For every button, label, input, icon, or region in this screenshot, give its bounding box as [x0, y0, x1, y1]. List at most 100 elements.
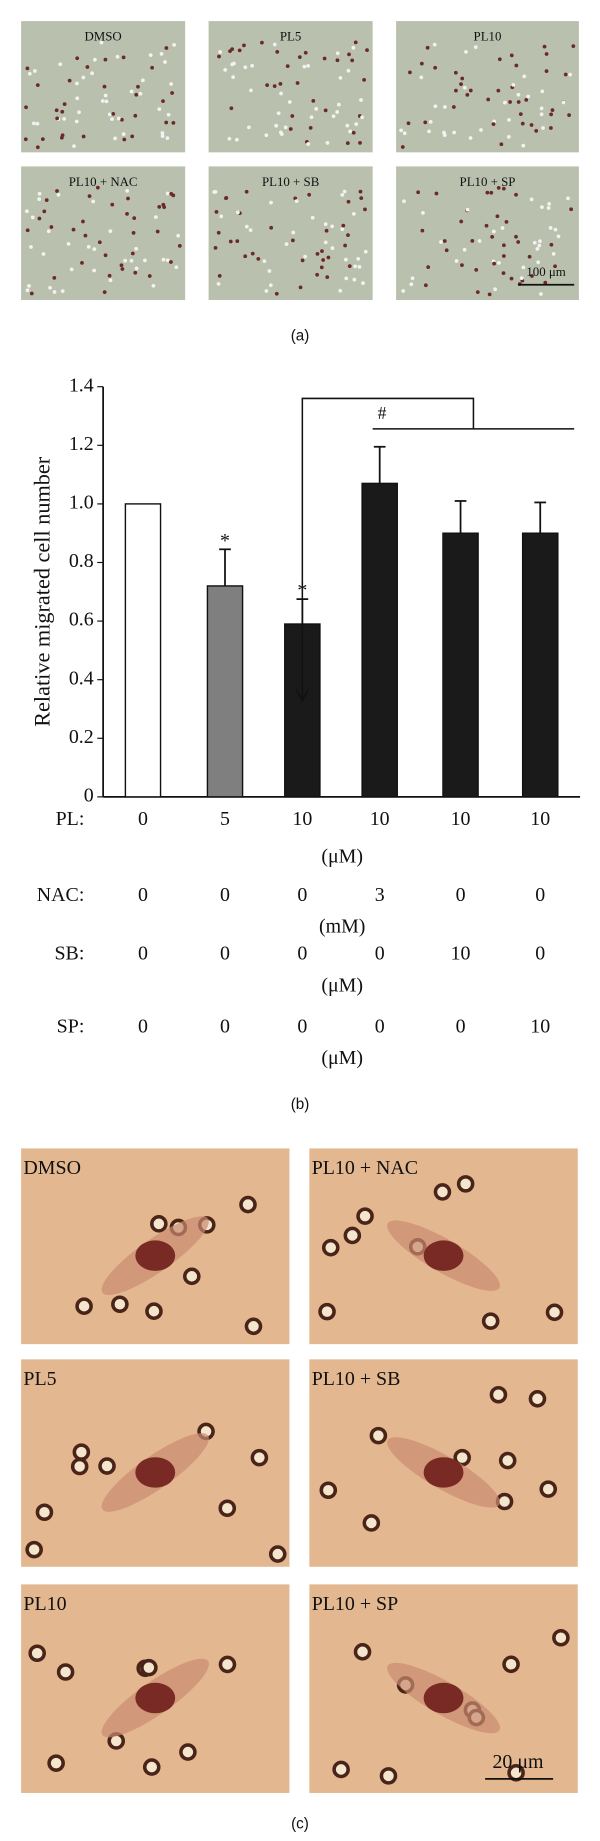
cell	[553, 264, 557, 269]
cell	[58, 62, 63, 67]
cell	[62, 102, 67, 106]
cell	[346, 233, 350, 238]
cell	[248, 228, 253, 232]
cell	[496, 185, 501, 190]
cell	[468, 88, 473, 93]
cell	[250, 251, 255, 256]
cell	[571, 44, 576, 49]
cell	[335, 58, 340, 63]
cell	[308, 126, 313, 130]
cell	[529, 123, 534, 127]
cell	[125, 211, 129, 216]
pore	[70, 1457, 89, 1476]
cell	[309, 115, 314, 120]
cell	[288, 127, 293, 131]
cell	[520, 121, 525, 126]
cell	[362, 78, 366, 82]
cell	[165, 191, 170, 196]
cell	[83, 233, 88, 238]
cell	[534, 128, 539, 133]
cell	[454, 88, 458, 93]
micrograph	[396, 21, 579, 153]
cell	[507, 117, 511, 122]
cell	[163, 60, 167, 64]
cell	[544, 69, 549, 73]
cell	[35, 83, 40, 87]
nucleus	[423, 1682, 464, 1714]
row-label: SP:	[57, 1015, 85, 1037]
pore	[332, 1760, 350, 1779]
pore	[343, 1226, 362, 1245]
cell-value: 0	[138, 1015, 148, 1037]
pore	[356, 1207, 374, 1225]
cell	[566, 196, 570, 201]
cell	[509, 276, 514, 281]
cell	[549, 126, 553, 130]
cell	[91, 199, 96, 204]
cell	[340, 227, 345, 232]
cell	[93, 57, 97, 62]
cell	[60, 109, 65, 114]
cell	[27, 284, 31, 288]
cell	[32, 69, 37, 73]
cell	[550, 108, 555, 112]
cell	[454, 259, 459, 263]
cell	[55, 116, 60, 121]
cell	[529, 197, 534, 202]
cell	[345, 141, 350, 145]
cell	[243, 254, 248, 259]
cell	[539, 112, 544, 117]
cell	[459, 219, 464, 224]
caption: (b)	[291, 1096, 310, 1113]
cell	[30, 215, 35, 220]
y-tick-label: 0.6	[69, 609, 94, 631]
cell	[535, 246, 540, 251]
y-tick-label: 1.0	[69, 491, 94, 513]
cell	[104, 99, 109, 104]
cell	[27, 71, 32, 76]
cell	[249, 88, 253, 93]
cell	[324, 228, 329, 233]
row-label: NAC:	[37, 884, 85, 906]
cell	[169, 260, 173, 264]
cell	[71, 227, 76, 232]
cell	[260, 40, 264, 45]
panel-label: PL5	[280, 29, 301, 43]
scale-bar-label: 100 μm	[526, 265, 565, 279]
cell	[120, 117, 124, 122]
bar	[206, 585, 244, 798]
pore	[318, 1302, 336, 1321]
cell	[491, 122, 496, 126]
cell	[279, 91, 283, 96]
cell	[495, 214, 500, 219]
row-label: SB:	[54, 943, 84, 965]
cell	[514, 234, 518, 239]
cell	[311, 98, 316, 103]
cell	[29, 245, 33, 249]
pore	[72, 1443, 91, 1461]
cell	[108, 229, 113, 233]
cell	[213, 245, 218, 250]
cell	[268, 283, 273, 288]
cell	[35, 121, 40, 126]
cell	[295, 81, 300, 85]
row-label: PL:	[56, 808, 85, 830]
nucleus	[135, 1240, 176, 1271]
cell-value: 0	[375, 1015, 385, 1037]
cell	[60, 289, 65, 293]
cell	[81, 75, 86, 80]
cell	[95, 185, 100, 190]
cell	[539, 106, 544, 111]
cell	[155, 229, 160, 234]
cell	[154, 215, 158, 220]
cell	[459, 82, 463, 87]
cell	[548, 225, 553, 230]
cell	[496, 88, 501, 93]
cell	[141, 78, 145, 83]
cell	[250, 63, 254, 68]
cell	[323, 222, 328, 227]
pore	[507, 1764, 525, 1782]
cell	[340, 193, 345, 197]
cell	[230, 62, 235, 67]
